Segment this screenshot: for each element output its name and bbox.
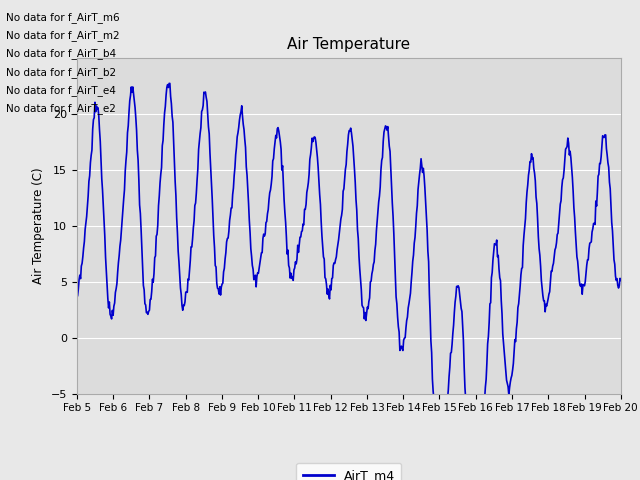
Text: No data for f_AirT_m6: No data for f_AirT_m6 xyxy=(6,12,120,23)
Y-axis label: Air Temperature (C): Air Temperature (C) xyxy=(32,168,45,284)
Text: No data for f_AirT_m2: No data for f_AirT_m2 xyxy=(6,30,120,41)
Text: No data for f_AirT_b4: No data for f_AirT_b4 xyxy=(6,48,116,60)
Text: No data for f_AirT_e2: No data for f_AirT_e2 xyxy=(6,103,116,114)
Text: No data for f_AirT_b2: No data for f_AirT_b2 xyxy=(6,67,116,78)
Legend: AirT_m4: AirT_m4 xyxy=(296,463,401,480)
Title: Air Temperature: Air Temperature xyxy=(287,37,410,52)
Text: No data for f_AirT_e4: No data for f_AirT_e4 xyxy=(6,85,116,96)
